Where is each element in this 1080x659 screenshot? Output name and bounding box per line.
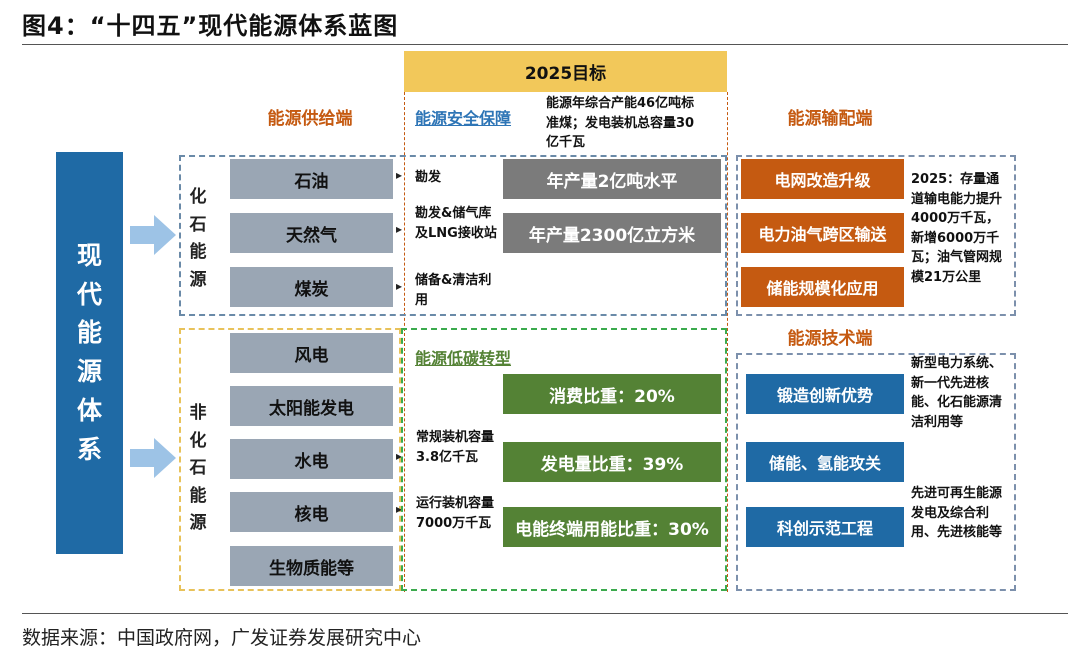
low-carbon-group <box>401 328 727 591</box>
target-electricity-share: 电能终端用能比重：30% <box>503 507 721 547</box>
item-grid-upgrade: 电网改造升级 <box>741 159 904 199</box>
note-natural-gas: 勘发&储气库及LNG接收站 <box>415 206 497 241</box>
tech-note-1: 新型电力系统、新一代先进核能、化石能源清洁利用等 <box>911 356 1003 430</box>
note-oil: 勘发 <box>415 170 442 185</box>
left-column-char: 能 <box>76 318 102 348</box>
note-coal: 储备&清洁利用 <box>415 273 492 308</box>
security-title: 能源安全保障 <box>415 109 512 128</box>
arrow-tick: ▸ <box>396 168 403 182</box>
left-column-char: 现 <box>76 240 102 270</box>
transport-note: 2025：存量通道输电能力提升4000万千瓦，新增6000万千瓦；油气管网规模2… <box>911 172 1003 285</box>
item-nuclear: 核电 <box>230 492 393 532</box>
item-demo-projects: 科创示范工程 <box>746 507 904 547</box>
left-column-char: 系 <box>76 434 102 464</box>
note-nuclear: 运行装机容量7000万千瓦 <box>416 496 495 531</box>
item-biomass: 生物质能等 <box>230 546 393 586</box>
tech-note-2: 先进可再生能源发电及综合利用、先进核能等 <box>911 486 1003 540</box>
item-solar: 太阳能发电 <box>230 386 393 426</box>
goal-column-left-line <box>404 92 405 592</box>
item-coal: 煤炭 <box>230 267 393 307</box>
title-rule <box>22 44 1068 45</box>
goal-bar: 2025目标 <box>404 51 727 92</box>
arrow-tick: ▸ <box>396 279 403 293</box>
header-supply: 能源供给端 <box>267 109 353 129</box>
security-note: 能源年综合产能46亿吨标准煤；发电装机总容量30亿千瓦 <box>546 96 695 150</box>
target-gas-output: 年产量2300亿立方米 <box>503 213 721 253</box>
item-innovation-advantage: 锻造创新优势 <box>746 374 904 414</box>
item-hydro: 水电 <box>230 439 393 479</box>
arrow-right-icon <box>130 215 176 255</box>
arrow-tick: ▸ <box>396 222 403 236</box>
left-column-char: 代 <box>76 279 102 309</box>
modern-energy-system-column: 现 代 能 源 体 系 <box>56 152 123 554</box>
nonfossil-energy-group <box>179 328 401 591</box>
source-footer: 数据来源：中国政府网，广发证券发展研究中心 <box>22 627 422 649</box>
note-hydro: 常规装机容量3.8亿千瓦 <box>416 430 495 465</box>
item-cross-region-transmission: 电力油气跨区输送 <box>741 213 904 253</box>
header-transport: 能源输配端 <box>787 109 873 129</box>
arrow-tick: ▸ <box>396 449 403 463</box>
fossil-energy-label: 化 石 能 源 <box>189 187 207 290</box>
item-storage-scale: 储能规模化应用 <box>741 267 904 307</box>
target-consumption-share: 消费比重：20% <box>503 374 721 414</box>
arrow-tick: ▸ <box>396 502 403 516</box>
item-oil: 石油 <box>230 159 393 199</box>
arrow-right-icon <box>130 438 176 478</box>
target-generation-share: 发电量比重：39% <box>503 442 721 482</box>
figure-title: 图4：“十四五”现代能源体系蓝图 <box>22 12 399 40</box>
fossil-energy-group <box>179 155 727 316</box>
target-oil-output: 年产量2亿吨水平 <box>503 159 721 199</box>
item-wind: 风电 <box>230 333 393 373</box>
left-column-char: 体 <box>76 395 102 425</box>
footer-rule <box>22 613 1068 614</box>
header-tech: 能源技术端 <box>787 329 873 349</box>
goal-column-right-line <box>727 92 728 592</box>
item-storage-hydrogen: 储能、氢能攻关 <box>746 442 904 482</box>
item-natural-gas: 天然气 <box>230 213 393 253</box>
nonfossil-energy-label: 非 化 石 能 源 <box>189 403 207 534</box>
left-column-char: 源 <box>76 357 102 386</box>
transport-group <box>736 155 1016 316</box>
lowcarbon-title: 能源低碳转型 <box>415 349 512 368</box>
tech-group <box>736 353 1016 591</box>
